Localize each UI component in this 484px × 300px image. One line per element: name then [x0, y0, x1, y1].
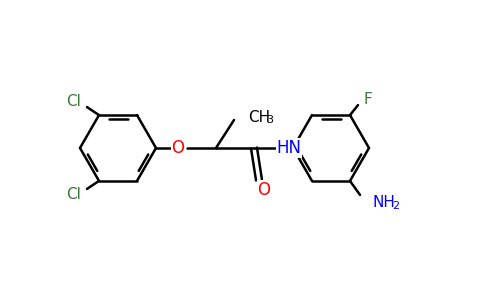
Text: Cl: Cl: [67, 94, 81, 109]
Text: CH: CH: [248, 110, 270, 124]
Text: F: F: [363, 92, 372, 106]
Text: HN: HN: [276, 139, 302, 157]
Text: O: O: [257, 181, 271, 199]
Text: 3: 3: [266, 115, 273, 125]
Text: 2: 2: [392, 201, 399, 211]
Text: Cl: Cl: [67, 188, 81, 202]
Text: NH: NH: [372, 195, 395, 210]
Text: O: O: [171, 139, 184, 157]
